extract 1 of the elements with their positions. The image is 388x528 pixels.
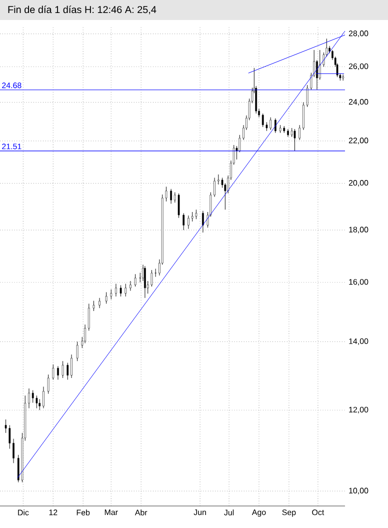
chart-title: Fin de día 1 días H: 12:46 A: 25,4	[8, 6, 156, 14]
